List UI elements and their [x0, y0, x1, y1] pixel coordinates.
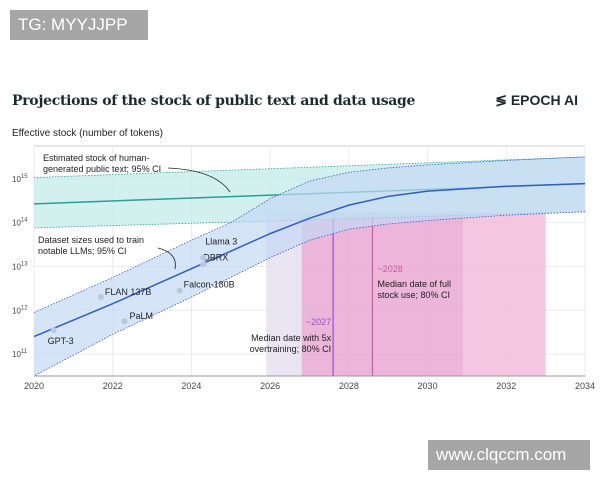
y-tick-label: 1012	[12, 305, 28, 315]
ci-upper-0	[34, 156, 585, 178]
ci-band-1	[34, 156, 585, 376]
epoch-logo: ≶ EPOCH AI	[495, 92, 578, 109]
annotation-2028-desc: stock use; 80% CI	[377, 290, 450, 300]
model-point	[200, 254, 207, 261]
x-tick-label: 2028	[339, 381, 359, 391]
x-tick-label: 2032	[496, 381, 516, 391]
watermark-top: TG: MYYJJPP	[10, 10, 148, 40]
dataset-label: notable LLMs; 95% CI	[38, 246, 127, 256]
logo-icon: ≶	[495, 92, 511, 108]
ci-lower-0	[34, 211, 585, 229]
stock-arrow	[167, 167, 231, 193]
y-axis-label: Effective stock (number of tokens)	[12, 128, 163, 139]
annotation-2027-desc: Median date with 5x	[251, 333, 332, 343]
dataset-label: Dataset sizes used to train	[38, 235, 144, 245]
model-label: Falcon-180B	[184, 280, 235, 290]
x-tick-label: 2022	[103, 381, 123, 391]
model-point	[50, 327, 57, 333]
model-point	[176, 287, 183, 294]
annotation-2027-desc: overtraining; 80% CI	[250, 344, 332, 354]
annotation-2028-label: ~2028	[377, 264, 402, 274]
model-label: Llama 3	[205, 237, 237, 247]
model-label: DBRX	[203, 252, 228, 262]
y-tick-label: 1011	[12, 349, 28, 359]
model-label: GPT-3	[48, 336, 74, 346]
logo-text: EPOCH AI	[510, 92, 578, 108]
watermark-bottom: www.clqccm.com	[428, 440, 590, 470]
model-point	[97, 294, 104, 301]
model-point	[200, 261, 207, 268]
stock-label: Estimated stock of human-	[43, 153, 150, 163]
x-tick-label: 2020	[24, 381, 44, 391]
dataset-arrow	[157, 247, 176, 270]
y-tick-label: 1015	[12, 174, 28, 184]
annotation-2028-desc: Median date of full	[377, 279, 451, 289]
x-tick-label: 2034	[575, 381, 595, 391]
model-label: FLAN 137B	[105, 287, 152, 297]
ci-upper-1	[34, 156, 585, 313]
shaded-region	[462, 211, 546, 376]
x-tick-label: 2024	[181, 381, 201, 391]
x-tick-label: 2030	[418, 381, 438, 391]
x-tick-label: 2026	[260, 381, 280, 391]
plot-content	[34, 156, 585, 376]
stock-label: generated public text; 95% CI	[43, 164, 161, 174]
model-label: PaLM	[130, 311, 154, 321]
y-tick-label: 1014	[12, 218, 28, 228]
median-line-1	[34, 182, 585, 338]
chart-title: Projections of the stock of public text …	[12, 93, 416, 109]
model-point	[121, 318, 128, 325]
y-tick-label: 1013	[12, 261, 28, 271]
annotation-2027-label: ~2027	[306, 317, 331, 327]
shaded-region	[301, 211, 463, 376]
